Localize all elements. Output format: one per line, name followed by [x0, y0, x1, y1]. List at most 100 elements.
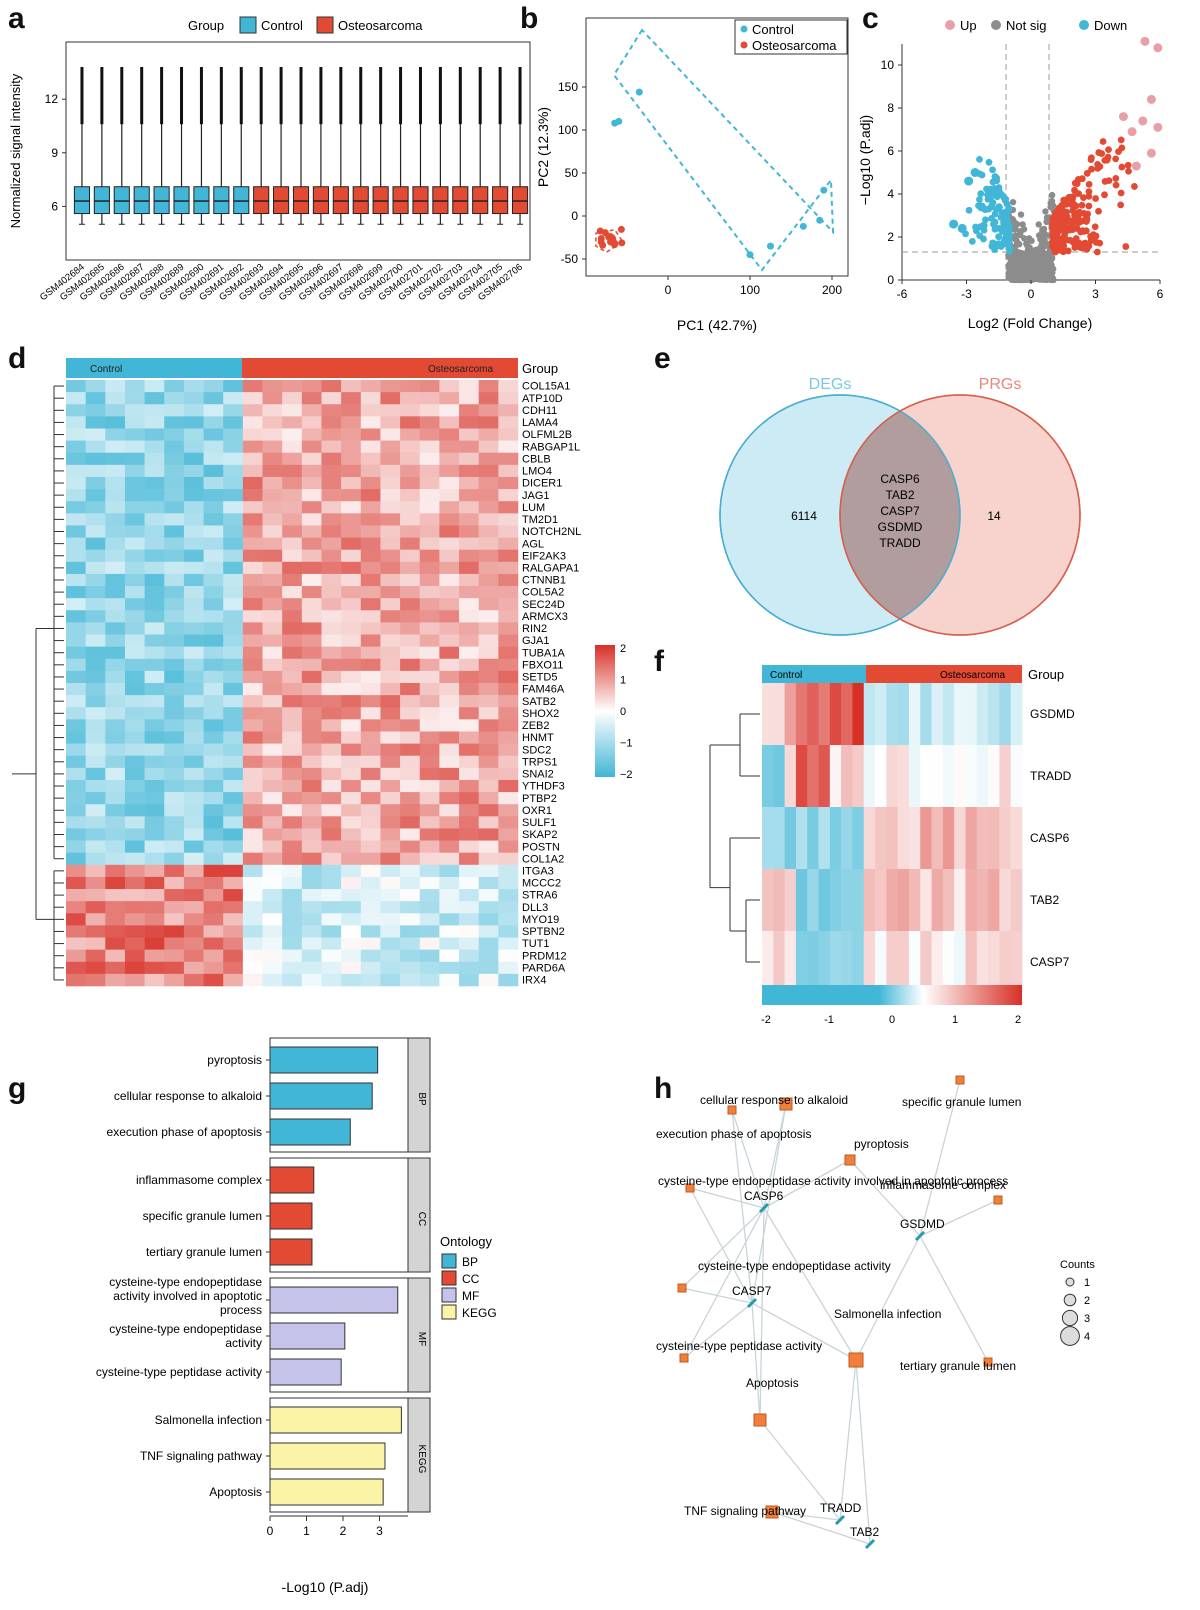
- heatmap-cell: [66, 489, 86, 502]
- heatmap-cell: [380, 537, 401, 550]
- color-scale: [595, 645, 615, 777]
- boxes: [73, 67, 529, 225]
- heatmap-cell: [223, 731, 244, 744]
- heatmap-cell: [341, 973, 362, 987]
- volcano-point-down: [983, 185, 990, 193]
- heatmap-cell: [85, 852, 106, 866]
- heatmap-cell: [203, 573, 224, 587]
- heatmap-cell: [999, 869, 1011, 932]
- gene-label: ARMCX3: [522, 611, 568, 623]
- volcano-point-up: [1083, 169, 1091, 177]
- volcano-point-up: [1112, 181, 1120, 189]
- heatmap-cell: [183, 804, 204, 817]
- volcano-point-up: [1066, 226, 1073, 234]
- gene-label: SATB2: [522, 696, 556, 708]
- heatmap-cell: [66, 392, 86, 405]
- heatmap-cell: [478, 767, 499, 781]
- heatmap-cell: [105, 622, 126, 635]
- heatmap-cell: [301, 743, 322, 757]
- heatmap-cell: [203, 622, 224, 635]
- heatmap-cell: [164, 683, 185, 696]
- heatmap-cell: [183, 731, 204, 744]
- heatmap-cell: [105, 525, 126, 538]
- volcano-point-up: [1062, 196, 1069, 204]
- heatmap-cell: [419, 404, 440, 417]
- heatmap-cell: [164, 513, 185, 526]
- heatmap-cell: [400, 876, 421, 890]
- gene-label: AGL: [522, 538, 544, 550]
- heatmap-cell: [321, 731, 342, 744]
- heatmap-cell: [784, 931, 797, 994]
- heatmap-cell: [380, 925, 401, 938]
- heatmap-cell: [400, 573, 421, 587]
- heatmap-cell: [360, 792, 381, 805]
- heatmap-cell: [380, 404, 401, 417]
- heatmap-cell: [85, 755, 106, 769]
- heatmap-cell: [478, 610, 499, 623]
- heatmap-cell: [931, 807, 944, 870]
- heatmap-cell: [183, 719, 204, 732]
- legend-label-up: Up: [960, 18, 977, 33]
- box-outliers: [140, 67, 144, 125]
- heatmap-cell: [341, 586, 362, 599]
- box-outliers: [259, 67, 263, 125]
- heatmap-cell: [105, 695, 126, 708]
- network-edge: [855, 1359, 871, 1545]
- heatmap-cell: [439, 864, 460, 878]
- heatmap-cell: [360, 719, 381, 732]
- heatmap-cell: [999, 683, 1011, 746]
- heatmap-cell: [164, 392, 185, 405]
- venn-panel: DEGs PRGs 6114 14 CASP6 TAB2 CASP7 GSDMD…: [719, 376, 1081, 636]
- heatmap-cell: [459, 501, 479, 514]
- heatmap-cell: [105, 598, 126, 611]
- heatmap-cell: [242, 392, 263, 405]
- heatmap-cell: [85, 501, 106, 514]
- heatmap-cell: [144, 889, 165, 902]
- heatmap-cell: [164, 610, 185, 623]
- heatmap-cell: [164, 731, 185, 744]
- gene-labels: COL15A1ATP10DCDH11LAMA4OLFML2BRABGAP1LCB…: [522, 381, 581, 987]
- heatmap-cell: [124, 598, 145, 611]
- heatmap-cell: [85, 973, 106, 987]
- heatmap-cell: [164, 464, 185, 478]
- gene-label: CBLB: [522, 453, 551, 465]
- heatmap-cell: [498, 476, 519, 490]
- strip-control: [66, 358, 242, 378]
- heatmap-cell: [144, 428, 165, 441]
- heatmap-cell: [360, 816, 381, 829]
- heatmap-cell: [105, 501, 126, 514]
- volcano-point-up: [1085, 242, 1093, 250]
- box-outliers: [319, 67, 323, 125]
- heatmap-cell: [223, 380, 244, 393]
- gene-label: TUT1: [522, 938, 550, 950]
- heatmap-cell: [223, 416, 244, 429]
- heatmap-cell: [124, 840, 145, 853]
- heatmap-cell: [282, 586, 303, 599]
- legend-title: Ontology: [440, 1234, 493, 1249]
- heatmap-cell: [321, 792, 342, 805]
- heatmap-cell: [262, 525, 283, 538]
- heatmap-cell: [203, 658, 224, 672]
- heatmap-cell: [242, 695, 263, 708]
- heatmap-cell: [439, 646, 460, 660]
- heatmap-cell: [164, 537, 185, 550]
- gene-label: ZEB2: [522, 720, 550, 732]
- term-node-label: TNF signaling pathway: [684, 1504, 806, 1518]
- heatmap-cell: [144, 476, 165, 490]
- heatmap-cell: [341, 658, 362, 672]
- heatmap-cell: [360, 767, 381, 781]
- heatmap-cell: [164, 501, 185, 514]
- heatmap-cell: [439, 573, 460, 587]
- heatmap-cell: [262, 380, 283, 393]
- volcano-point-up: [1080, 194, 1087, 202]
- volcano-point-down: [1004, 235, 1012, 243]
- volcano-point-up: [1094, 161, 1102, 168]
- heatmap-cell: [203, 779, 224, 793]
- enrichment-bar: [269, 1358, 342, 1386]
- volcano-point-down: [988, 242, 996, 250]
- box-outliers: [120, 67, 124, 125]
- heatmap-cell: [262, 804, 283, 817]
- heatmap-cell: [105, 404, 126, 417]
- box-outliers: [160, 67, 164, 125]
- heatmap-cell: [85, 380, 106, 393]
